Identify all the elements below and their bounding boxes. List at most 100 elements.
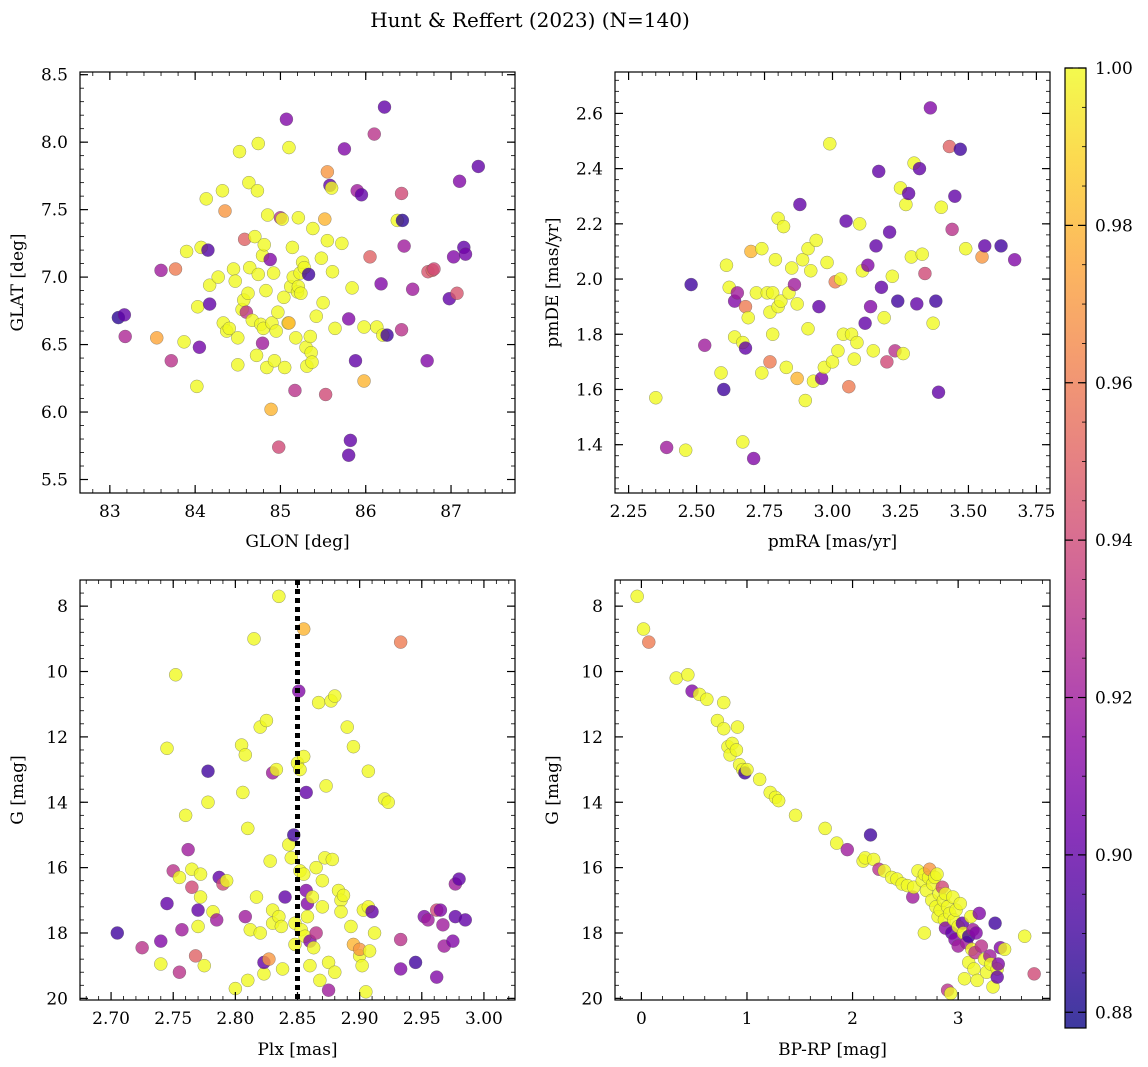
x-tick-label: 85 <box>270 502 292 522</box>
data-point <box>238 748 253 762</box>
data-point <box>309 309 324 323</box>
data-point <box>319 779 333 793</box>
data-point <box>429 970 444 984</box>
data-point <box>863 828 878 842</box>
data-point <box>178 808 193 823</box>
data-point <box>303 958 317 973</box>
data-point <box>972 906 987 921</box>
data-point <box>740 762 754 777</box>
data-point <box>801 241 815 256</box>
x-axis-label: BP-RP [mag] <box>778 1040 887 1060</box>
data-point <box>154 263 168 278</box>
y-tick-label: 7.5 <box>41 201 68 221</box>
data-point <box>869 239 883 253</box>
data-point <box>305 890 320 904</box>
data-point <box>334 905 348 919</box>
data-point <box>231 358 245 372</box>
data-point <box>296 749 311 764</box>
data-point <box>997 942 1012 957</box>
y-tick-label: 14 <box>46 793 68 813</box>
data-point <box>891 294 905 308</box>
data-point <box>238 909 253 924</box>
data-point <box>630 589 644 604</box>
x-tick-label: 2 <box>847 1009 858 1029</box>
data-point <box>199 192 213 206</box>
data-point <box>357 374 371 388</box>
data-point <box>421 913 435 927</box>
data-point <box>201 764 215 778</box>
data-point <box>259 713 274 728</box>
x-tick-label: 2.80 <box>216 1009 254 1029</box>
colorbar: 0.88 0.90 0.92 0.94 0.96 0.98 1.00 <box>1064 59 1133 1029</box>
data-point <box>926 316 940 330</box>
data-point <box>301 267 316 282</box>
data-point <box>779 360 794 375</box>
data-point <box>241 973 255 988</box>
data-point <box>185 880 199 894</box>
panel-glon-glat: 83 84 85 86 87 5.5 6.0 6.5 7.0 7.5 8.0 8.5 GLON [deg… <box>8 66 516 552</box>
data-point <box>215 183 230 198</box>
x-tick-label: 2.75 <box>154 1009 192 1029</box>
y-tick-label: 10 <box>46 663 68 683</box>
data-point <box>266 266 281 280</box>
data-point <box>842 379 856 394</box>
data-point <box>787 277 802 292</box>
data-point <box>820 255 834 270</box>
colorbar-tick-label: 0.92 <box>1095 689 1133 709</box>
data-point <box>452 174 467 189</box>
data-point <box>228 274 242 288</box>
data-point <box>729 743 744 757</box>
data-point <box>681 668 695 682</box>
y-tick-label: 20 <box>46 989 68 1009</box>
data-point <box>172 870 187 885</box>
data-point <box>839 214 853 228</box>
data-point <box>912 161 927 176</box>
data-point <box>320 165 335 179</box>
colorbar-tick-label: 0.98 <box>1095 216 1133 236</box>
data-point <box>241 286 255 301</box>
data-point <box>917 926 932 940</box>
data-point <box>164 354 179 368</box>
data-point <box>882 225 897 239</box>
x-tick-label: 0 <box>636 1009 647 1029</box>
data-point <box>730 720 745 734</box>
x-tick-label: 3.50 <box>950 502 988 522</box>
data-point <box>801 321 815 336</box>
y-tick-label: 18 <box>581 924 603 944</box>
data-point <box>325 852 340 867</box>
y-tick-label: 1.4 <box>576 436 603 456</box>
y-axis-label: G [mag] <box>543 755 563 824</box>
data-point <box>241 821 255 836</box>
data-point <box>427 262 441 276</box>
data-point <box>990 970 1004 984</box>
data-point <box>226 262 241 276</box>
data-point <box>678 443 693 457</box>
minor-ticks <box>615 579 1050 1000</box>
y-tick-label: 1.8 <box>576 325 603 345</box>
data-point <box>471 159 486 174</box>
data-point <box>275 962 290 976</box>
data-point <box>988 916 1002 930</box>
data-point <box>776 219 791 234</box>
y-tick-label: 2.6 <box>576 104 603 124</box>
data-point <box>219 873 234 888</box>
data-point <box>1027 967 1041 981</box>
data-point <box>287 828 301 842</box>
data-point <box>193 867 208 881</box>
data-point <box>393 635 408 649</box>
x-tick-label: 2.90 <box>341 1009 379 1029</box>
data-point <box>190 300 205 314</box>
data-point <box>251 267 266 282</box>
minor-ticks <box>615 72 1051 493</box>
data-point <box>858 316 872 330</box>
data-point <box>649 391 663 405</box>
y-tick-label: 6.0 <box>41 403 68 423</box>
data-point <box>264 402 278 417</box>
data-point <box>774 294 788 308</box>
data-point <box>118 329 132 344</box>
data-point <box>847 352 861 366</box>
data-point <box>793 197 807 212</box>
data-point <box>279 112 294 126</box>
data-point <box>202 278 217 292</box>
